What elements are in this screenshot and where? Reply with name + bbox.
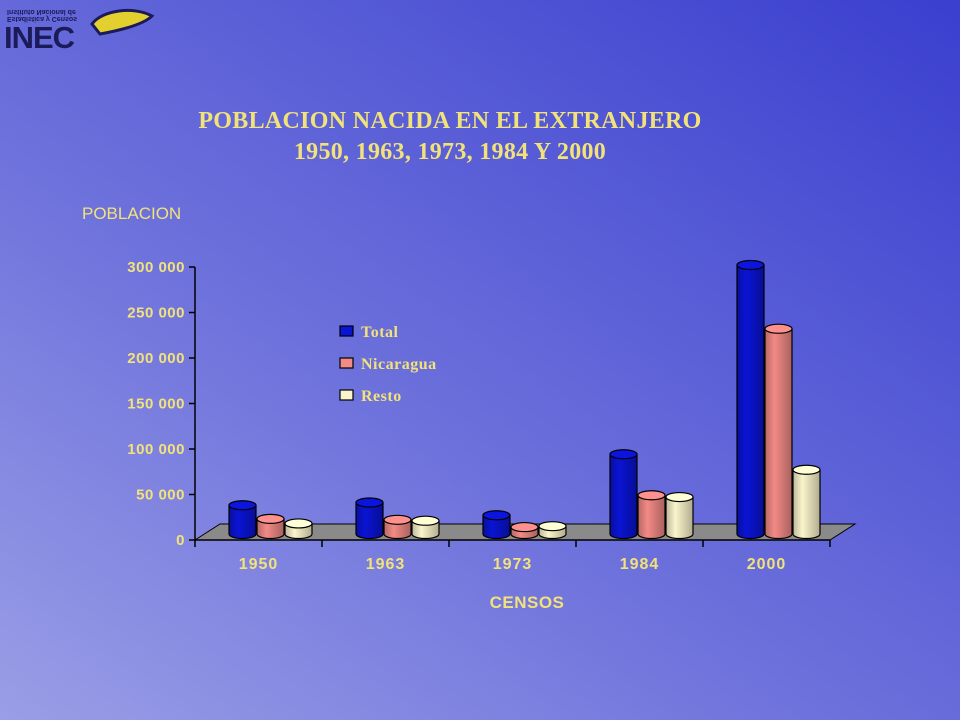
bar-total-1950 [228, 500, 257, 540]
x-axis-label: CENSOS [490, 593, 565, 612]
legend-swatch [339, 357, 354, 369]
bar-nicaragua-1984 [637, 490, 666, 540]
bar-total-2000 [736, 259, 765, 540]
bar-body [228, 504, 257, 540]
bar-top [792, 464, 821, 475]
x-tick-label: 1963 [366, 556, 406, 573]
bar-top [510, 521, 539, 533]
bar-top [538, 521, 567, 532]
bar-top [609, 449, 638, 460]
bar-body [637, 494, 666, 540]
y-tick-label: 250 000 [127, 305, 185, 322]
legend-swatch [339, 389, 354, 401]
x-tick-label: 1950 [239, 556, 279, 573]
bar-top [284, 518, 313, 529]
x-tick-label: 1973 [493, 556, 533, 573]
y-tick-label: 50 000 [136, 487, 185, 504]
bar-nicaragua-1963 [383, 514, 412, 540]
bar-top [665, 491, 694, 503]
y-tick-label: 200 000 [127, 350, 185, 367]
y-tick-label: 100 000 [127, 441, 185, 458]
bar-top [383, 514, 412, 525]
chart-title-line-2: 1950, 1963, 1973, 1984 Y 2000 [293, 139, 607, 165]
bar-body [383, 519, 412, 540]
bar-resto-1950 [284, 518, 313, 540]
bar-body [665, 496, 694, 540]
bar-top [736, 259, 765, 271]
bar-top [637, 490, 666, 501]
bar-top [411, 515, 440, 526]
chart-axes: 0 50 000 100 000 150 000 200 000 250 000 300 0… [127, 259, 831, 573]
bar-resto-1973 [538, 521, 567, 540]
x-tick-label: 1984 [620, 556, 660, 573]
y-tick-label: 0 [176, 532, 185, 549]
legend-label: Total [361, 324, 399, 341]
x-tick-label: 2000 [747, 556, 787, 573]
legend-label: Resto [361, 388, 402, 405]
bar-body [482, 514, 511, 540]
legend-swatch [339, 325, 354, 337]
logo-mirrored-line-1: Instituto Nacional de [7, 8, 76, 15]
y-tick-label: 300 000 [127, 259, 185, 276]
bar-nicaragua-1950 [256, 513, 285, 540]
chart-bars [228, 259, 821, 540]
logo-brand-text: INEC [4, 20, 75, 52]
bar-top [764, 323, 793, 334]
y-tick-label: 150 000 [127, 396, 185, 413]
bar-body [355, 501, 384, 540]
chart-title-line-1: POBLACION NACIDA EN EL EXTRANJERO [198, 108, 702, 134]
bar-top [355, 497, 384, 508]
logo-bird-icon [90, 9, 155, 36]
bar-resto-2000 [792, 464, 821, 540]
bar-total-1973 [482, 510, 511, 540]
bar-body [256, 518, 285, 540]
bar-nicaragua-2000 [764, 323, 793, 540]
chart-title: POBLACION NACIDA EN EL EXTRANJERO 1950, … [0, 106, 900, 168]
bar-top [228, 500, 257, 511]
logo-mirrored-line-2: Estadística y Censos [7, 15, 77, 22]
bar-body [609, 453, 638, 540]
bar-body [792, 469, 821, 540]
bar-resto-1963 [411, 515, 440, 540]
bar-top [482, 510, 511, 521]
inec-logo: Instituto Nacional de Estadística y Cens… [4, 8, 155, 52]
bar-total-1963 [355, 497, 384, 540]
bar-body [764, 328, 793, 540]
bar-nicaragua-1973 [510, 521, 539, 540]
bar-top [256, 513, 285, 524]
legend-label: Nicaragua [361, 356, 437, 373]
chart-legend: Total Nicaragua Resto [339, 324, 437, 405]
bar-resto-1984 [665, 491, 694, 540]
bar-total-1984 [609, 449, 638, 540]
y-axis-label: POBLACION [82, 204, 181, 223]
bar-body [736, 264, 765, 540]
